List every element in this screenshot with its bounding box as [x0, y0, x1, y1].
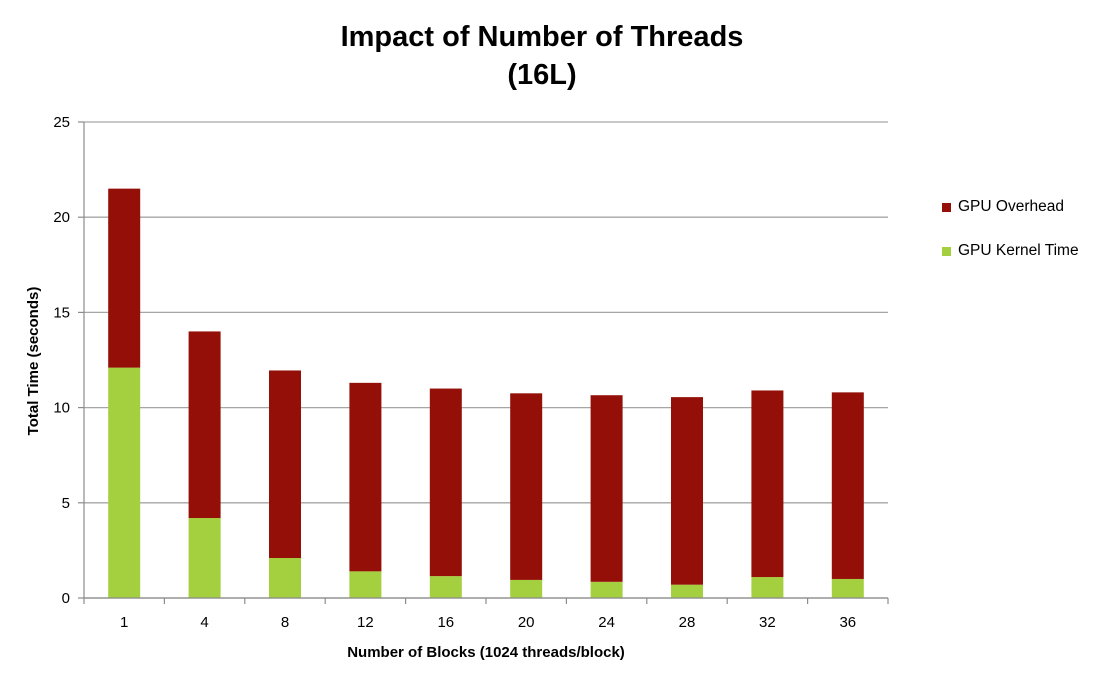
x-tick-label: 36 [839, 614, 856, 631]
bar-gpu-kernel-time-4 [188, 518, 221, 598]
bar-gpu-overhead-1 [108, 188, 141, 368]
legend: GPU Overhead GPU Kernel Time [942, 196, 1092, 284]
bar-gpu-kernel-time-20 [510, 579, 543, 598]
chart-title-line-1: Impact of Number of Threads [340, 21, 744, 53]
chart-title-line-2: (16L) [507, 59, 577, 91]
bar-gpu-overhead-12 [349, 382, 382, 572]
bar-gpu-overhead-24 [590, 395, 623, 582]
y-tick-label: 15 [53, 304, 70, 321]
x-tick-label: 24 [598, 614, 615, 631]
x-tick-label: 16 [437, 614, 454, 631]
x-tick-label: 4 [200, 614, 208, 631]
legend-item-gpu-overhead: GPU Overhead [942, 196, 1092, 218]
y-axis-title: Total Time (seconds) [25, 287, 42, 436]
bar-gpu-kernel-time-8 [269, 558, 301, 598]
bar-gpu-overhead-16 [429, 388, 462, 577]
y-tick-label: 0 [62, 590, 70, 607]
bar-gpu-kernel-time-16 [429, 576, 462, 598]
y-tick-label: 25 [53, 114, 70, 131]
bar-gpu-overhead-8 [269, 370, 301, 559]
bars [108, 188, 864, 598]
bar-gpu-kernel-time-28 [671, 584, 703, 598]
chart-title: Impact of Number of Threads (16L) [0, 18, 1084, 94]
x-tick-label: 32 [759, 614, 776, 631]
y-tick-label: 5 [62, 495, 70, 512]
bar-gpu-overhead-32 [751, 390, 784, 578]
legend-swatch-gpu-overhead [942, 203, 951, 212]
x-axis-title: Number of Blocks (1024 threads/block) [347, 644, 625, 661]
legend-item-gpu-kernel-time: GPU Kernel Time [942, 240, 1092, 262]
legend-swatch-gpu-kernel-time [942, 247, 951, 256]
axes: 0 5 10 15 20 25 1 4 8 12 16 20 24 28 32 36 [53, 114, 889, 631]
y-tick-label: 10 [53, 400, 70, 417]
bar-gpu-overhead-36 [831, 392, 864, 579]
legend-label-gpu-overhead: GPU Overhead [958, 198, 1064, 215]
bar-gpu-kernel-time-32 [751, 577, 784, 598]
x-tick-label: 1 [120, 614, 128, 631]
bar-gpu-kernel-time-1 [108, 367, 141, 598]
y-tick-label: 20 [53, 209, 70, 226]
bar-gpu-overhead-28 [671, 397, 703, 585]
legend-label-gpu-kernel-time: GPU Kernel Time [958, 242, 1079, 259]
x-tick-label: 20 [518, 614, 535, 631]
x-tick-label: 28 [679, 614, 696, 631]
bar-gpu-kernel-time-24 [590, 581, 623, 598]
bar-gpu-overhead-4 [188, 331, 221, 519]
x-tick-label: 12 [357, 614, 374, 631]
bar-gpu-kernel-time-36 [831, 578, 864, 598]
x-tick-label: 8 [281, 614, 289, 631]
bar-gpu-overhead-20 [510, 393, 543, 580]
bar-gpu-kernel-time-12 [349, 571, 382, 598]
